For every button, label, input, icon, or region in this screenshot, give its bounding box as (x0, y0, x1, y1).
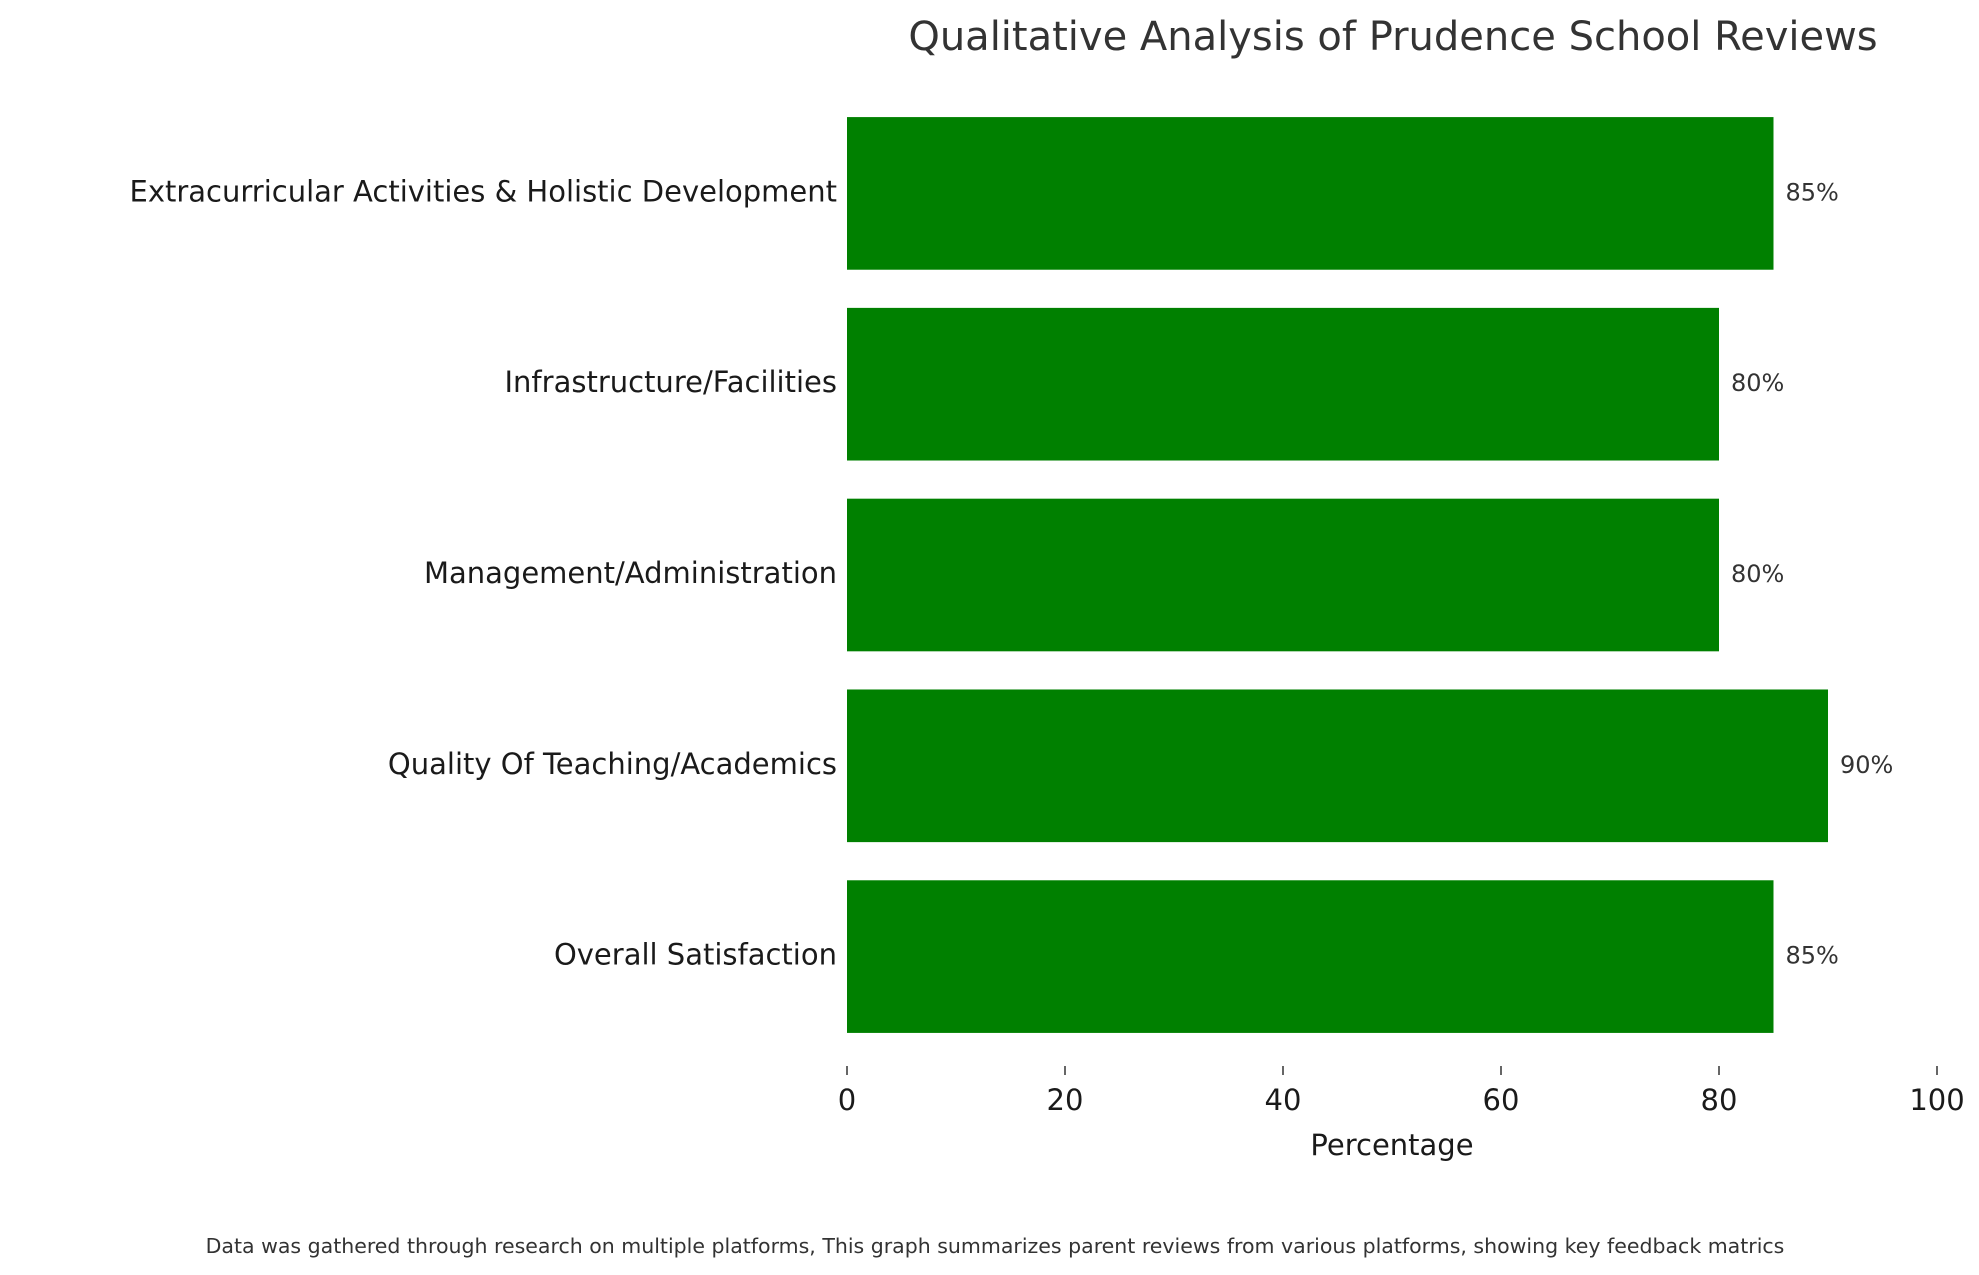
footnote: Data was gathered through research on mu… (206, 1234, 1785, 1258)
value-label: 80% (1731, 560, 1784, 588)
bar (847, 498, 1719, 652)
value-label: 90% (1840, 751, 1893, 779)
bar (847, 689, 1828, 843)
x-tick-label: 0 (838, 1083, 856, 1117)
value-label: 80% (1731, 369, 1784, 397)
x-tick-label: 100 (1909, 1083, 1964, 1117)
x-tick-label: 40 (1265, 1083, 1302, 1117)
y-tick-label: Infrastructure/Facilities (505, 365, 838, 399)
x-axis-label: Percentage (1310, 1128, 1473, 1162)
y-tick-label: Overall Satisfaction (554, 938, 837, 972)
y-tick-label: Extracurricular Activities & Holistic De… (130, 174, 838, 208)
x-tick-label: 80 (1701, 1083, 1738, 1117)
bar (847, 117, 1774, 270)
y-tick-label: Management/Administration (424, 556, 837, 590)
x-tick-label: 20 (1047, 1083, 1084, 1117)
chart-title: Qualitative Analysis of Prudence School … (908, 14, 1877, 60)
y-tick-label: Quality Of Teaching/Academics (388, 747, 837, 781)
value-label: 85% (1786, 178, 1839, 206)
x-tick-label: 60 (1483, 1083, 1520, 1117)
value-label: 85% (1786, 942, 1839, 970)
bar (847, 307, 1719, 461)
bar (847, 880, 1774, 1033)
